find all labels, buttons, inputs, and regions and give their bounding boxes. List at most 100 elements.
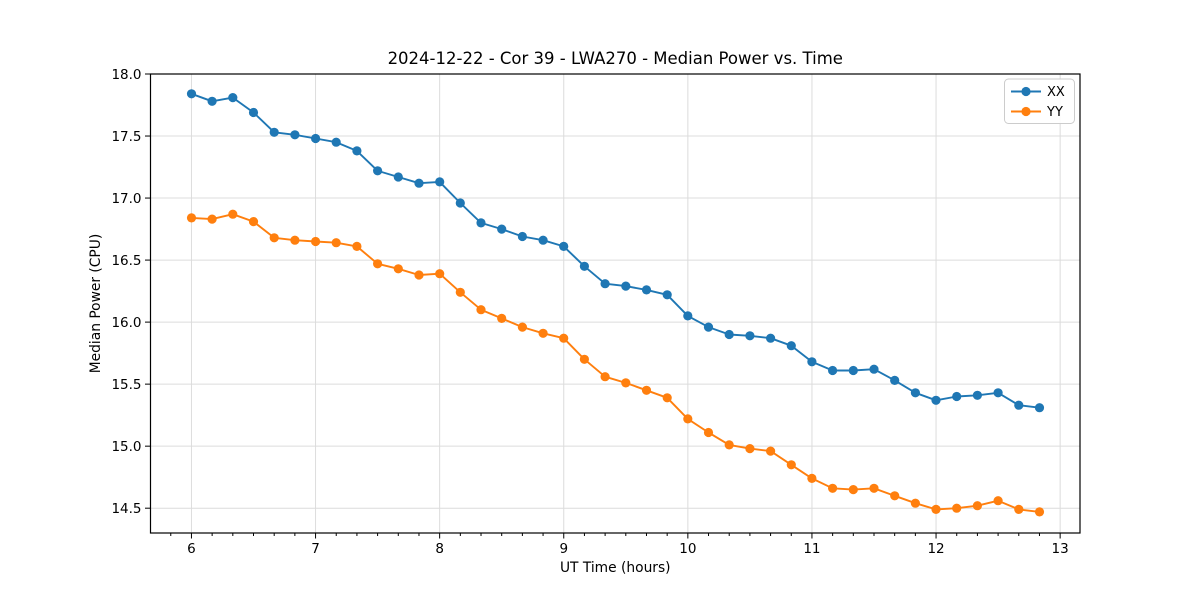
data-point-yy — [807, 473, 817, 483]
data-point-xx — [538, 235, 548, 245]
data-point-yy — [993, 496, 1003, 506]
data-point-xx — [1034, 403, 1045, 413]
data-point-xx — [869, 364, 879, 374]
data-point-yy — [579, 354, 590, 364]
data-point-xx — [600, 279, 610, 289]
data-point-yy — [538, 328, 548, 338]
data-point-yy — [828, 483, 838, 493]
y-tick-label: 17.5 — [111, 129, 141, 145]
data-point-yy — [352, 241, 362, 251]
data-point-yy — [766, 446, 776, 456]
data-point-xx — [352, 146, 362, 156]
data-point-yy — [890, 491, 900, 501]
data-point-yy — [662, 393, 672, 403]
data-point-xx — [186, 89, 197, 99]
x-tick-label: 8 — [435, 541, 444, 557]
data-point-yy — [621, 378, 631, 388]
data-point-yy — [972, 501, 983, 511]
y-tick-label: 18.0 — [111, 67, 141, 83]
data-point-yy — [724, 440, 734, 450]
data-point-xx — [331, 137, 341, 147]
x-tick-label: 11 — [803, 541, 820, 557]
legend-label: XX — [1047, 85, 1065, 100]
y-axis-label: Median Power (CPU) — [88, 234, 104, 374]
data-point-xx — [311, 133, 321, 144]
data-point-xx — [848, 365, 858, 376]
data-point-yy — [186, 213, 197, 223]
legend-label: YY — [1046, 105, 1063, 120]
data-point-xx — [703, 322, 714, 332]
data-point-xx — [455, 198, 465, 208]
legend-marker-sample — [1021, 86, 1031, 97]
data-point-xx — [828, 365, 838, 376]
data-point-yy — [228, 209, 238, 219]
data-point-yy — [559, 333, 569, 343]
data-point-yy — [1034, 507, 1045, 517]
data-point-xx — [579, 261, 590, 271]
data-point-xx — [373, 166, 383, 176]
data-point-xx — [1014, 400, 1024, 410]
y-tick-label: 15.5 — [111, 377, 141, 393]
legend: XX YY — [1004, 78, 1075, 124]
data-point-yy — [745, 444, 755, 454]
x-tick-label: 9 — [559, 541, 568, 557]
data-point-xx — [724, 329, 734, 340]
ticks — [145, 73, 1061, 539]
x-tick-label: 12 — [927, 541, 944, 557]
x-tick-label: 6 — [187, 541, 196, 557]
x-tick-label: 10 — [679, 541, 696, 557]
gridlines — [150, 73, 1080, 533]
data-point-yy — [600, 372, 610, 382]
chart-title: 2024-12-22 - Cor 39 - LWA270 - Median Po… — [388, 49, 843, 68]
data-point-yy — [1014, 504, 1024, 514]
y-tick-label: 16.0 — [111, 315, 141, 331]
data-point-yy — [497, 313, 507, 323]
data-point-xx — [993, 388, 1003, 398]
x-tick-label: 13 — [1052, 541, 1069, 557]
data-point-xx — [641, 285, 652, 295]
data-point-yy — [869, 483, 879, 493]
data-point-yy — [414, 270, 424, 280]
data-point-yy — [931, 504, 941, 514]
data-point-xx — [435, 177, 445, 187]
data-point-yy — [910, 498, 921, 508]
data-point-yy — [207, 214, 217, 224]
axes-frame — [149, 73, 1081, 534]
series-xx — [186, 89, 1045, 413]
data-point-yy — [848, 485, 858, 495]
data-point-xx — [662, 290, 672, 300]
data-point-yy — [455, 287, 465, 297]
data-point-yy — [311, 236, 321, 247]
data-point-yy — [952, 503, 962, 513]
data-point-yy — [331, 238, 341, 248]
data-point-yy — [393, 264, 403, 274]
data-point-xx — [517, 231, 528, 242]
data-point-xx — [414, 178, 424, 188]
data-point-xx — [972, 390, 983, 400]
series-yy — [186, 209, 1045, 517]
x-axis-label: UT Time (hours) — [560, 560, 671, 576]
data-point-xx — [890, 375, 900, 385]
data-point-xx — [559, 241, 569, 251]
data-point-xx — [290, 130, 300, 140]
data-point-yy — [683, 414, 693, 424]
data-point-xx — [910, 388, 921, 398]
data-point-yy — [290, 235, 300, 245]
data-point-xx — [228, 93, 238, 103]
data-point-yy — [435, 269, 445, 279]
data-point-xx — [476, 218, 486, 228]
data-point-xx — [766, 333, 776, 343]
data-point-xx — [207, 96, 217, 106]
data-point-xx — [269, 127, 279, 137]
x-tick-label: 7 — [311, 541, 320, 557]
data-point-xx — [393, 172, 403, 182]
data-point-xx — [807, 357, 817, 367]
legend-item-xx: XX — [1011, 85, 1065, 100]
y-tick-label: 17.0 — [111, 191, 141, 207]
data-point-yy — [373, 259, 383, 269]
data-point-xx — [931, 395, 941, 405]
y-tick-label: 14.5 — [111, 501, 141, 517]
data-point-yy — [476, 305, 486, 315]
